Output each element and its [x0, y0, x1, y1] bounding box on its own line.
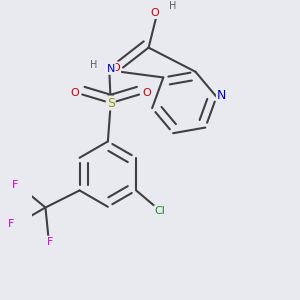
- Text: O: O: [70, 88, 79, 98]
- Text: O: O: [143, 88, 152, 98]
- Text: S: S: [107, 97, 115, 110]
- Text: F: F: [8, 219, 14, 229]
- Text: O: O: [150, 8, 159, 18]
- Text: F: F: [12, 180, 18, 190]
- Text: N: N: [106, 64, 115, 74]
- Text: O: O: [112, 62, 120, 73]
- Text: H: H: [90, 60, 98, 70]
- Text: N: N: [217, 89, 226, 102]
- Text: F: F: [46, 237, 53, 247]
- Text: H: H: [169, 1, 176, 10]
- Text: Cl: Cl: [154, 206, 165, 216]
